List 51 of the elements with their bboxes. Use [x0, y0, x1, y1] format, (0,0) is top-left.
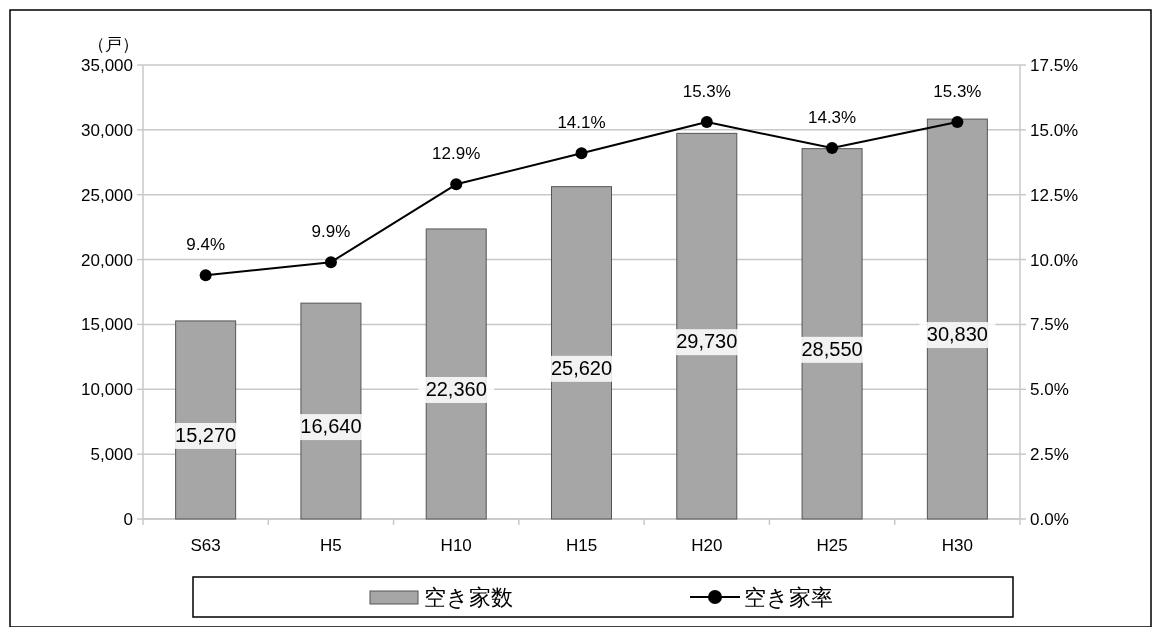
data-label: 29,730: [676, 330, 738, 353]
data-label: 28,550: [801, 337, 863, 360]
data-label: 9.4%: [186, 235, 226, 255]
bar: [551, 186, 612, 520]
x-tick-label: H5: [320, 536, 342, 555]
x-tick-label: H20: [691, 536, 723, 555]
y-tick-label: 25,000: [81, 185, 133, 205]
point: [199, 269, 212, 282]
data-label: 15,270: [175, 423, 237, 446]
y-axis-title: （戸）: [87, 35, 139, 54]
x-tick-label: S63: [190, 536, 221, 555]
data-label: 15.3%: [933, 82, 982, 102]
x-tick-label: H30: [941, 536, 973, 555]
y-tick-label: 5,000: [90, 445, 133, 465]
y-tick-label: 10,000: [81, 380, 133, 400]
y-tick-label: 30,000: [81, 120, 133, 140]
point: [700, 116, 713, 129]
x-tick-label: H25: [816, 536, 848, 555]
y2-tick-label: 15.0%: [1030, 120, 1079, 140]
bar: [300, 302, 362, 520]
data-label: 9.9%: [311, 222, 351, 242]
point: [826, 142, 839, 155]
y2-tick-label: 2.5%: [1030, 445, 1069, 465]
data-label: 14.3%: [807, 108, 857, 128]
x-tick-label: H10: [440, 536, 472, 555]
point: [324, 256, 337, 269]
data-label: 12.9%: [432, 144, 481, 164]
y2-tick-label: 5.0%: [1030, 380, 1069, 400]
data-label: 15.3%: [682, 82, 731, 102]
data-label: 30,830: [926, 323, 988, 346]
bar: [801, 148, 863, 520]
legend-label: 空き家率: [744, 585, 833, 610]
y2-tick-label: 12.5%: [1030, 185, 1079, 205]
data-label: 14.1%: [557, 113, 606, 133]
point: [951, 116, 964, 129]
x-tick-label: H15: [565, 536, 598, 555]
legend-label: 空き家数: [424, 585, 513, 610]
y2-tick-label: 0.0%: [1030, 510, 1069, 529]
point: [575, 147, 588, 160]
data-label: 16,640: [300, 415, 362, 438]
data-label: 22,360: [425, 377, 487, 400]
y-tick-label: 35,000: [81, 56, 133, 75]
data-label: 25,620: [550, 356, 613, 379]
y2-tick-label: 7.5%: [1030, 315, 1069, 335]
y-tick-label: 0: [123, 510, 133, 529]
bar: [676, 132, 738, 520]
y2-tick-label: 10.0%: [1030, 250, 1079, 270]
y2-tick-label: 17.5%: [1030, 56, 1079, 75]
y-tick-label: 20,000: [81, 250, 133, 270]
point: [450, 178, 463, 191]
y-tick-label: 15,000: [81, 315, 133, 335]
